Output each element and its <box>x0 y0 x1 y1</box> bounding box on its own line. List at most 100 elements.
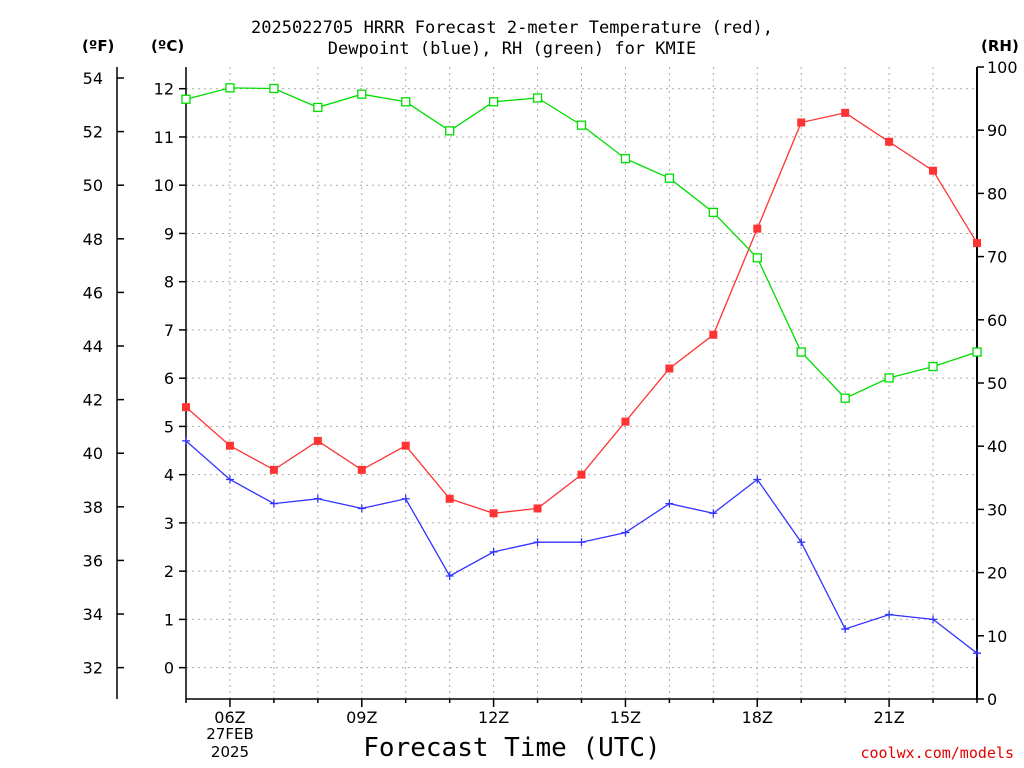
celsius-tick-label: 6 <box>164 369 174 388</box>
rh-tick-label: 40 <box>987 437 1007 456</box>
fahrenheit-tick-label: 34 <box>83 605 103 624</box>
x-tick-label: 09Z <box>346 708 377 727</box>
rh-point <box>357 89 367 99</box>
fahrenheit-tick-label: 46 <box>83 283 103 302</box>
rh-point <box>620 153 631 164</box>
temperature-point <box>577 470 586 479</box>
fahrenheit-tick-label: 42 <box>83 391 103 410</box>
dewpoint-point <box>269 499 278 508</box>
x-tick-label: 18Z <box>742 708 773 727</box>
temperature-point <box>753 224 762 233</box>
dewpoint-point <box>885 610 894 619</box>
dewpoint-point <box>973 649 981 658</box>
x-tick-label: 06Z <box>214 708 245 727</box>
temperature-point <box>445 494 454 503</box>
fahrenheit-tick-label: 54 <box>83 69 103 88</box>
rh-point <box>225 83 235 93</box>
dewpoint-point <box>445 571 454 580</box>
dewpoint-point <box>489 547 498 556</box>
rh-tick-label: 20 <box>987 564 1007 583</box>
fahrenheit-tick-label: 44 <box>83 337 103 356</box>
dewpoint-point <box>357 504 366 513</box>
fahrenheit-unit-label: (ºF) <box>82 37 115 55</box>
rh-unit-label: (RH) <box>981 37 1019 55</box>
fahrenheit-tick-label: 50 <box>83 176 103 195</box>
dewpoint-point <box>797 538 806 547</box>
rh-tick-label: 100 <box>987 58 1018 77</box>
temperature-point <box>929 166 938 175</box>
temperature-point <box>797 118 806 127</box>
rh-point <box>269 83 279 94</box>
celsius-tick-label: 8 <box>164 273 174 292</box>
fahrenheit-tick-label: 48 <box>83 230 103 249</box>
celsius-tick-label: 11 <box>154 128 174 147</box>
chart-title-line-2: Dewpoint (blue), RH (green) for KMIE <box>327 39 697 59</box>
temperature-point <box>401 441 410 450</box>
fahrenheit-tick-label: 32 <box>83 659 103 678</box>
rh-point <box>576 120 587 130</box>
temperature-point <box>665 364 674 373</box>
celsius-unit-label: (ºC) <box>151 37 185 55</box>
rh-tick-label: 0 <box>987 690 997 709</box>
date-day-label: 27FEB <box>206 725 254 743</box>
temperature-point <box>269 465 278 474</box>
source-watermark: coolwx.com/models <box>860 744 1014 762</box>
temperature-point <box>841 108 850 117</box>
rh-tick-label: 30 <box>987 500 1007 519</box>
rh-tick-label: 80 <box>987 184 1007 203</box>
rh-tick-label: 60 <box>987 311 1007 330</box>
temperature-point <box>533 504 542 513</box>
x-axis-title: Forecast Time (UTC) <box>363 733 661 763</box>
temperature-point <box>357 465 366 474</box>
dewpoint-point <box>621 528 630 537</box>
rh-point <box>884 373 894 383</box>
rh-tick-label: 90 <box>987 121 1007 140</box>
dewpoint-point <box>753 475 762 484</box>
chart-title-line-1: 2025022705 HRRR Forecast 2-meter Tempera… <box>251 18 773 38</box>
celsius-tick-label: 10 <box>154 176 174 195</box>
fahrenheit-tick-label: 36 <box>83 551 103 570</box>
dewpoint-point <box>401 494 410 503</box>
temperature-point <box>885 137 894 146</box>
rh-point <box>972 347 982 357</box>
temperature-point <box>313 436 322 445</box>
rh-tick-label: 50 <box>987 374 1007 393</box>
rh-point <box>313 102 323 113</box>
fahrenheit-tick-label: 40 <box>83 444 103 463</box>
dewpoint-point <box>533 538 542 547</box>
dewpoint-point <box>313 494 322 503</box>
x-tick-label: 21Z <box>873 708 904 727</box>
dewpoint-point <box>665 499 674 508</box>
temperature-point <box>225 441 234 450</box>
celsius-tick-label: 7 <box>164 321 174 340</box>
celsius-tick-label: 3 <box>164 514 174 533</box>
temperature-point <box>489 509 498 518</box>
rh-point <box>796 347 806 357</box>
dewpoint-point <box>225 475 234 484</box>
celsius-tick-label: 9 <box>164 224 174 243</box>
rh-point <box>752 253 762 263</box>
rh-tick-label: 10 <box>987 627 1007 646</box>
dewpoint-point <box>929 615 938 624</box>
dewpoint-point <box>182 436 190 445</box>
rh-point <box>664 173 675 183</box>
celsius-tick-label: 4 <box>164 466 174 485</box>
celsius-tick-label: 12 <box>154 80 174 99</box>
rh-point <box>708 207 718 218</box>
rh-point <box>840 393 850 403</box>
temperature-point <box>182 403 190 412</box>
rh-point <box>181 94 191 104</box>
temperature-point <box>973 239 981 248</box>
x-tick-label: 12Z <box>478 708 509 727</box>
x-tick-label: 15Z <box>610 708 641 727</box>
dewpoint-point <box>577 538 586 547</box>
celsius-tick-label: 1 <box>164 610 174 629</box>
fahrenheit-tick-label: 38 <box>83 498 103 517</box>
dewpoint-point <box>709 509 718 518</box>
celsius-tick-label: 0 <box>164 659 174 678</box>
celsius-tick-label: 2 <box>164 562 174 581</box>
rh-point <box>532 93 543 103</box>
dewpoint-point <box>841 625 850 634</box>
rh-tick-label: 70 <box>987 248 1007 267</box>
